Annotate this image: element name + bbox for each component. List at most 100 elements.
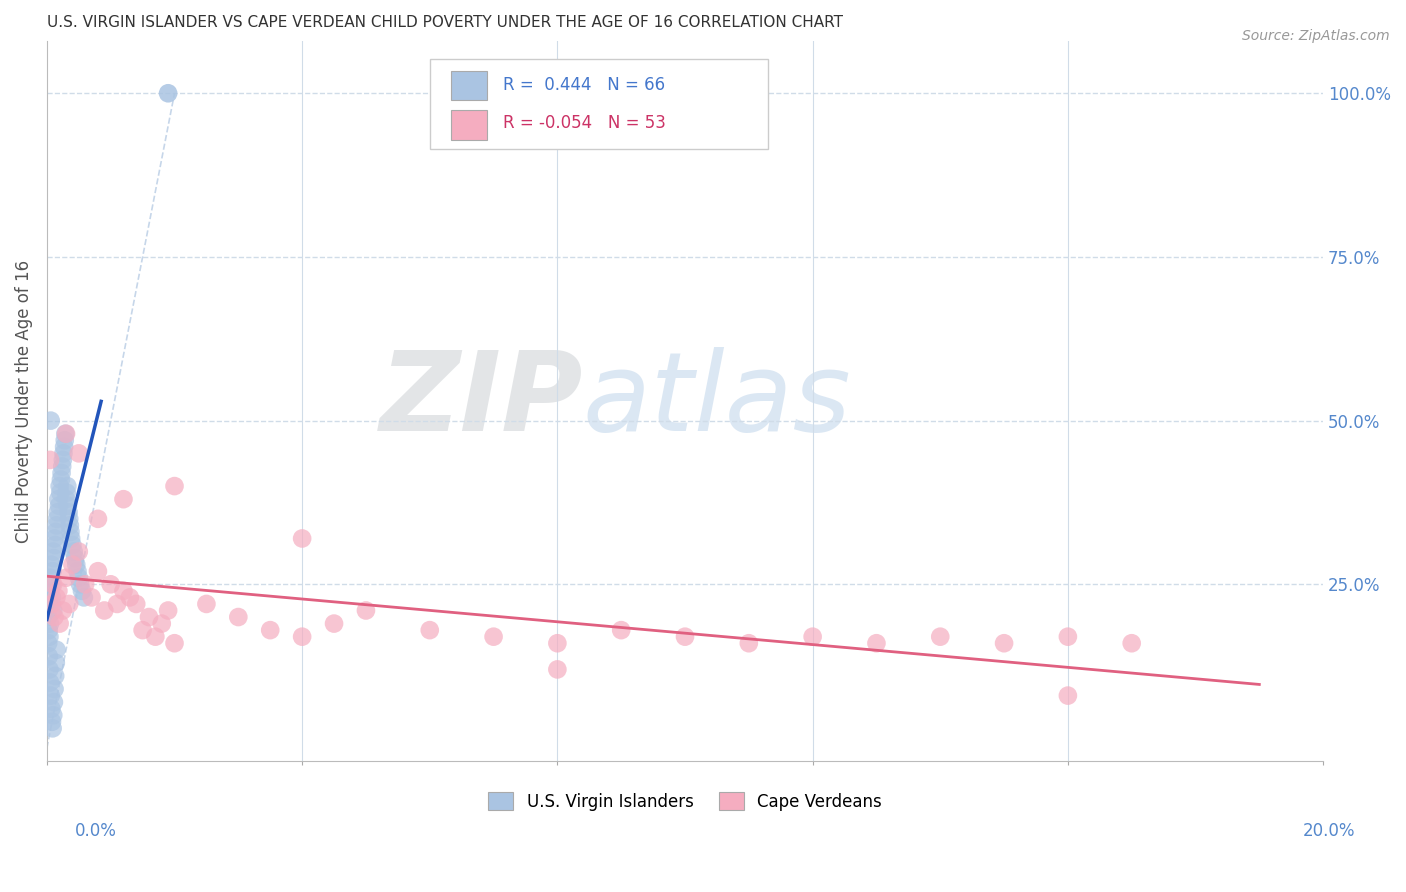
Point [105, 597, 128, 611]
Point [41, 597, 63, 611]
Point [56, 479, 79, 493]
Point [58, 597, 80, 611]
Point [1121, 636, 1143, 650]
Text: ZIP: ZIP [380, 348, 583, 455]
Point [150, 616, 173, 631]
Point [1057, 630, 1080, 644]
Point [69, 577, 91, 591]
Point [39, 583, 62, 598]
Point [39, 616, 62, 631]
Point [41, 577, 63, 591]
Point [259, 623, 281, 637]
Point [929, 630, 952, 644]
Y-axis label: Child Poverty Under the Age of 16: Child Poverty Under the Age of 16 [15, 260, 32, 542]
Point [38, 597, 60, 611]
Point [58, 512, 80, 526]
Point [52, 446, 75, 460]
Point [39, 675, 62, 690]
Point [55, 571, 77, 585]
Point [41, 558, 63, 572]
Point [546, 662, 568, 676]
Point [323, 616, 346, 631]
Point [51, 466, 73, 480]
Point [38, 623, 60, 637]
Point [610, 623, 633, 637]
Point [52, 453, 75, 467]
Point [73, 591, 96, 605]
Point [45, 642, 67, 657]
Point [62, 544, 84, 558]
Point [46, 505, 69, 519]
Point [42, 708, 65, 723]
Point [51, 459, 73, 474]
Point [419, 623, 441, 637]
Point [45, 656, 67, 670]
Point [80, 591, 103, 605]
Point [53, 440, 76, 454]
Point [55, 426, 77, 441]
Point [87, 512, 110, 526]
Point [42, 544, 65, 558]
Point [44, 538, 66, 552]
Point [482, 630, 505, 644]
Point [55, 426, 77, 441]
Point [70, 583, 93, 598]
Point [157, 603, 180, 617]
Point [993, 636, 1015, 650]
Point [52, 603, 75, 617]
Point [673, 630, 696, 644]
FancyBboxPatch shape [430, 59, 768, 149]
Point [291, 532, 314, 546]
Point [42, 551, 65, 566]
Point [45, 524, 67, 539]
Point [44, 669, 66, 683]
Point [62, 538, 84, 552]
Point [42, 577, 65, 591]
Text: 0.0%: 0.0% [75, 822, 117, 840]
Point [354, 603, 377, 617]
Point [125, 597, 148, 611]
Point [112, 492, 135, 507]
Point [48, 616, 70, 631]
Point [59, 518, 82, 533]
Point [865, 636, 887, 650]
Point [546, 636, 568, 650]
Point [41, 702, 63, 716]
Point [65, 558, 87, 572]
Point [66, 564, 89, 578]
Point [38, 662, 60, 676]
Point [67, 571, 90, 585]
Point [42, 695, 65, 709]
Point [195, 597, 218, 611]
Point [48, 583, 70, 598]
Point [738, 636, 761, 650]
Point [63, 551, 86, 566]
Text: R =  0.444   N = 66: R = 0.444 N = 66 [502, 76, 665, 94]
Point [1057, 689, 1080, 703]
Point [62, 558, 84, 572]
Point [93, 603, 115, 617]
Point [228, 610, 250, 624]
Point [44, 532, 66, 546]
Point [49, 473, 72, 487]
Point [60, 532, 83, 546]
Point [55, 485, 77, 500]
Point [37, 636, 59, 650]
Point [157, 87, 180, 101]
Point [39, 453, 62, 467]
Point [39, 414, 62, 428]
Text: U.S. VIRGIN ISLANDER VS CAPE VERDEAN CHILD POVERTY UNDER THE AGE OF 16 CORRELATI: U.S. VIRGIN ISLANDER VS CAPE VERDEAN CHI… [46, 15, 842, 30]
Point [59, 524, 82, 539]
Point [67, 544, 90, 558]
FancyBboxPatch shape [451, 71, 488, 100]
Point [41, 714, 63, 729]
Point [45, 518, 67, 533]
Point [138, 610, 160, 624]
Point [48, 479, 70, 493]
Point [100, 577, 122, 591]
Legend: U.S. Virgin Islanders, Cape Verdeans: U.S. Virgin Islanders, Cape Verdeans [482, 786, 889, 818]
Point [55, 492, 77, 507]
Point [41, 564, 63, 578]
Point [48, 499, 70, 513]
Point [131, 623, 153, 637]
